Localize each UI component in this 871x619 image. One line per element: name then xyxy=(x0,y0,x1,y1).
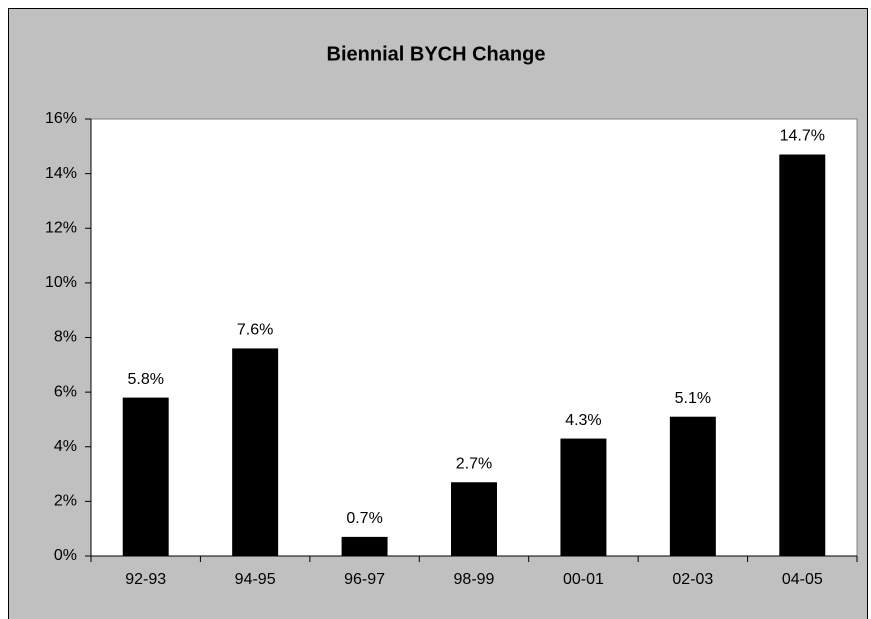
bar xyxy=(341,536,388,556)
bar xyxy=(779,154,826,556)
x-tick-label: 98-99 xyxy=(454,571,495,588)
data-label: 0.7% xyxy=(346,510,382,527)
bar xyxy=(232,348,279,556)
data-label: 5.1% xyxy=(675,390,711,407)
y-tick-label: 2% xyxy=(54,493,77,510)
x-tick-label: 92-93 xyxy=(125,571,166,588)
y-tick-label: 10% xyxy=(45,274,77,291)
x-tick-label: 00-01 xyxy=(563,571,604,588)
bar xyxy=(560,438,607,556)
x-tick-label: 96-97 xyxy=(344,571,385,588)
y-tick-label: 4% xyxy=(54,438,77,455)
bar xyxy=(122,397,169,556)
data-label: 4.3% xyxy=(565,412,601,429)
y-tick-label: 16% xyxy=(45,110,77,127)
x-tick-label: 04-05 xyxy=(782,571,823,588)
x-tick-label: 02-03 xyxy=(672,571,713,588)
data-label: 5.8% xyxy=(127,371,163,388)
bar xyxy=(451,482,497,556)
y-tick-label: 8% xyxy=(54,329,77,346)
bar xyxy=(669,416,716,556)
y-tick-label: 14% xyxy=(45,165,77,182)
y-tick-label: 12% xyxy=(45,219,77,236)
data-label: 2.7% xyxy=(456,455,492,472)
x-tick-label: 94-95 xyxy=(235,571,276,588)
chart-title: Biennial BYCH Change xyxy=(327,43,546,65)
y-tick-label: 6% xyxy=(54,383,77,400)
y-tick-label: 0% xyxy=(54,547,77,564)
data-label: 14.7% xyxy=(780,128,825,145)
data-label: 7.6% xyxy=(237,322,273,339)
